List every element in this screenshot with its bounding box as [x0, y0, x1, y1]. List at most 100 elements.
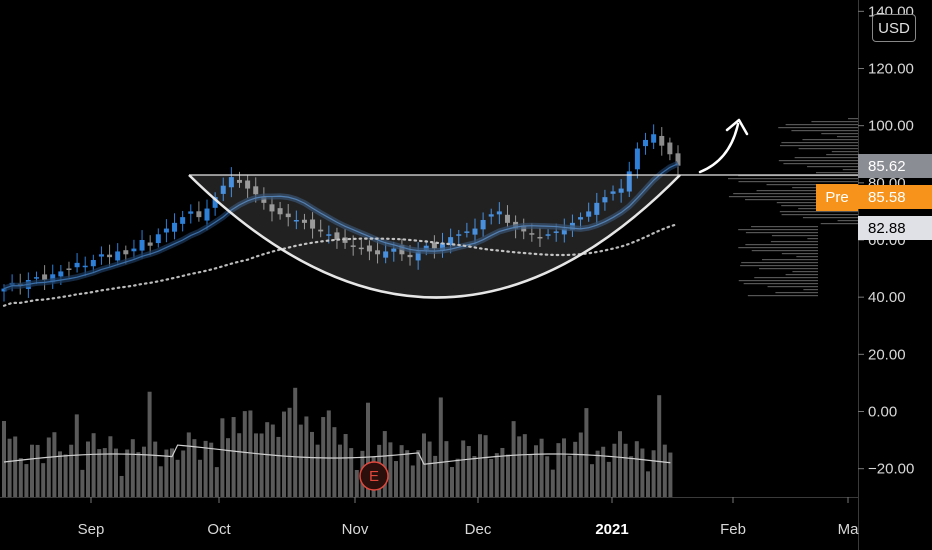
- candle-body: [553, 231, 559, 233]
- volume-bar: [394, 461, 398, 497]
- candle-body: [634, 148, 640, 170]
- candle-body: [659, 135, 665, 146]
- candle-body: [334, 232, 340, 240]
- candle-body: [488, 214, 494, 217]
- cup-curve: [188, 174, 681, 299]
- volume-bar: [270, 424, 275, 497]
- volume-profile-row: [792, 271, 818, 273]
- volume-profile-row: [785, 124, 858, 126]
- volume-bar: [91, 433, 96, 497]
- volume-bar: [265, 422, 270, 497]
- candle-body: [204, 208, 210, 221]
- candle-body: [155, 234, 161, 244]
- volume-profile-row: [779, 145, 858, 147]
- volume-bar: [186, 432, 191, 497]
- price-tick-label: 0.00: [868, 404, 897, 421]
- volume-bar: [136, 452, 141, 497]
- candle-body: [172, 222, 178, 232]
- candle-body: [537, 236, 543, 239]
- volume-bar: [511, 421, 516, 497]
- earnings-marker[interactable]: [359, 461, 389, 491]
- moving-average-lines: [2, 160, 680, 307]
- candle-body: [123, 250, 129, 255]
- volume-bar: [164, 449, 169, 497]
- volume-bar: [405, 450, 410, 497]
- candle-body: [115, 251, 121, 261]
- volume-bar: [30, 444, 34, 497]
- candle-body: [107, 254, 113, 258]
- volume-bar: [52, 432, 57, 497]
- volume-bar: [63, 454, 68, 497]
- volume-profile-row: [743, 283, 818, 285]
- candle-body: [58, 271, 64, 277]
- volume-bar: [220, 418, 225, 497]
- volume-bar: [237, 433, 242, 497]
- candle-body: [375, 250, 381, 255]
- price-axis[interactable]: 140.00120.00100.0080.0060.0040.0020.000.…: [858, 0, 914, 550]
- volume-profile-row: [848, 118, 858, 120]
- volume-bar: [349, 448, 354, 497]
- volume-bar: [282, 411, 286, 497]
- volume-bar: [35, 444, 40, 497]
- candle-body: [594, 202, 600, 215]
- volume-bar: [427, 441, 432, 497]
- volume-bar: [97, 449, 102, 497]
- volume-bar: [522, 434, 527, 497]
- candle-body: [391, 248, 397, 252]
- volume-bar: [606, 461, 611, 497]
- volume-profile-row: [775, 292, 818, 294]
- time-tick-label: Sep: [78, 521, 105, 538]
- volume-profile-row: [738, 229, 818, 231]
- volume-bar: [181, 450, 186, 497]
- volume-bar: [2, 421, 6, 497]
- volume-bar: [41, 463, 46, 497]
- volume-bar: [539, 438, 544, 497]
- volume-bar: [455, 458, 460, 497]
- volume-bars: E: [2, 387, 673, 497]
- candle-body: [188, 211, 194, 214]
- price-tick-label: −20.00: [868, 461, 914, 478]
- candle-body: [464, 231, 470, 233]
- candle-body: [415, 251, 421, 261]
- volume-bar: [534, 445, 538, 497]
- volume-profile-row: [738, 280, 818, 282]
- volume-bar: [506, 454, 510, 497]
- candle-body: [245, 180, 251, 189]
- volume-bar: [321, 417, 326, 497]
- volume-bar: [130, 439, 135, 497]
- candle-body: [253, 186, 259, 195]
- volume-bar: [461, 440, 466, 497]
- volume-bar: [388, 442, 393, 497]
- volume-profile-row: [811, 121, 858, 123]
- volume-profile-row: [766, 184, 858, 186]
- volume-bar: [416, 450, 421, 497]
- candle-body: [529, 233, 535, 235]
- volume-bar: [13, 436, 18, 497]
- volume-bar: [242, 411, 247, 497]
- volume-profile-row: [779, 211, 858, 213]
- volume-profile-row: [781, 253, 818, 255]
- volume-bar: [595, 450, 600, 497]
- volume-profile-row: [781, 142, 858, 144]
- volume-bar: [646, 471, 650, 497]
- volume-profile-row: [778, 127, 858, 129]
- time-axis[interactable]: Sep Oct Nov Dec 2021 Feb Ma: [0, 497, 859, 538]
- candle-body: [383, 251, 389, 258]
- volume-bar: [399, 445, 404, 497]
- volume-bar: [198, 459, 202, 497]
- volume-bar: [618, 431, 622, 497]
- candle-body: [82, 265, 88, 268]
- volume-bar: [298, 424, 303, 497]
- last-price-tag: 85.62: [858, 154, 932, 178]
- volume-profile-row: [759, 268, 818, 270]
- time-tick-label: 2021: [595, 521, 628, 538]
- currency-badge[interactable]: USD: [872, 14, 916, 42]
- volume-profile-row: [820, 223, 858, 225]
- candle-body: [561, 228, 567, 235]
- candle-body: [236, 179, 242, 183]
- volume-bar: [640, 448, 645, 497]
- volume-profile-row: [751, 226, 818, 228]
- volume-bar: [550, 469, 555, 497]
- volume-profile-row: [794, 157, 858, 159]
